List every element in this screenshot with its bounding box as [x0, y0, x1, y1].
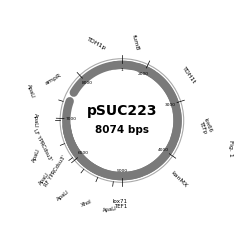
- Text: 7000: 7000: [66, 117, 76, 121]
- Text: RF YPRCdsu3': RF YPRCdsu3': [44, 154, 67, 187]
- Text: ApaLI: ApaLI: [102, 206, 117, 213]
- Text: lox66
TEFp: lox66 TEFp: [197, 117, 213, 135]
- Text: pSUC223: pSUC223: [87, 104, 157, 118]
- Text: 5000: 5000: [116, 169, 128, 174]
- Text: fumB: fumB: [131, 34, 140, 52]
- Text: ApaLI: ApaLI: [38, 172, 50, 187]
- Text: TDH1t: TDH1t: [181, 66, 196, 85]
- Text: 8000: 8000: [82, 81, 93, 85]
- Text: 4000: 4000: [158, 148, 169, 152]
- Text: lox71
TEF1: lox71 TEF1: [113, 199, 128, 209]
- Text: 6000: 6000: [77, 151, 88, 155]
- Text: ApaLI: ApaLI: [56, 189, 70, 202]
- Text: LF YPRCdsu3': LF YPRCdsu3': [32, 128, 52, 162]
- Text: 8074 bps: 8074 bps: [95, 125, 149, 135]
- Text: TDH1p: TDH1p: [86, 37, 108, 51]
- Text: ApaLI: ApaLI: [31, 147, 41, 163]
- Text: ApaLI: ApaLI: [33, 113, 38, 128]
- Text: XhoI: XhoI: [80, 198, 93, 208]
- Text: ampR: ampR: [44, 72, 62, 86]
- Text: 1: 1: [120, 67, 123, 72]
- Text: Fig. 1: Fig. 1: [228, 140, 232, 157]
- Text: 2000: 2000: [138, 72, 149, 76]
- Text: kanMX: kanMX: [170, 170, 188, 189]
- Text: 3000: 3000: [165, 103, 176, 107]
- Text: ApaLI: ApaLI: [26, 83, 36, 99]
